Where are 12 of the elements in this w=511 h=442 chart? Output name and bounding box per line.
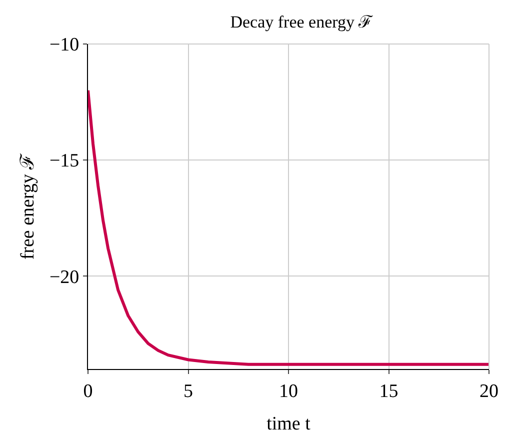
x-tick-label: 20 <box>480 380 498 402</box>
x-tick-label: 10 <box>279 380 298 402</box>
line-series <box>88 88 489 366</box>
x-axis-title: time t <box>266 414 312 435</box>
y-tick-label: −15 <box>49 150 80 172</box>
x-tick-label: 5 <box>184 380 193 402</box>
y-axis-title: free energy ℱ <box>17 152 38 260</box>
chart-title: Decay free energy ℱ <box>230 12 374 32</box>
y-tick-label: −20 <box>49 266 80 288</box>
x-tick-label: 0 <box>83 380 93 402</box>
x-tick-label: 15 <box>379 380 398 402</box>
y-tick-label: −10 <box>49 34 80 56</box>
